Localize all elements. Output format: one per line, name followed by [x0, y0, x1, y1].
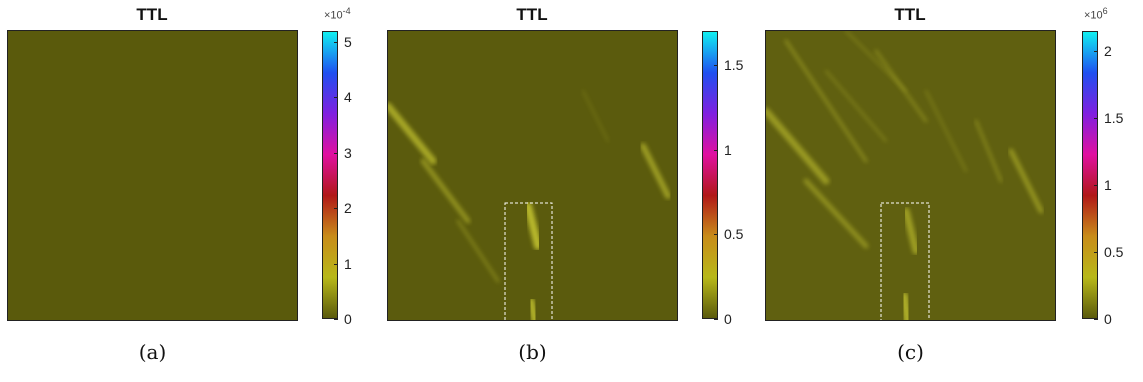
colorbar-exponent-base: ×10 [324, 9, 343, 22]
bright-streak [640, 143, 671, 199]
panel-title: TTL [136, 5, 168, 24]
bright-streak [845, 31, 907, 92]
highlight-box [504, 202, 553, 320]
colorbar-tick-label: 1 [344, 256, 352, 272]
colorbar-exponent: ×10-4 [324, 6, 351, 22]
colorbar-tick-mark [334, 97, 338, 98]
heatmap-image [765, 30, 1056, 321]
colorbar-tick-label: 0.5 [1104, 244, 1124, 260]
colorbar-tick-label: 3 [344, 145, 352, 161]
colorbar-tick-mark [334, 42, 338, 43]
colorbar-tick-label: 0 [344, 311, 352, 327]
bright-streak [766, 107, 830, 185]
colorbar-tick-label: 0 [724, 311, 732, 327]
colorbar [322, 31, 338, 319]
colorbar-tick-mark [1094, 118, 1098, 119]
bright-streak [784, 39, 868, 163]
heatmap-image [7, 30, 298, 321]
bright-streak [902, 207, 920, 255]
colorbar-tick-label: 2 [344, 200, 352, 216]
colorbar-tick-label: 2 [1104, 43, 1112, 59]
bright-streak [456, 219, 500, 283]
colorbar-tick-mark [1094, 319, 1098, 320]
colorbar-tick-label: 5 [344, 34, 352, 50]
highlight-box [880, 202, 930, 320]
colorbar-exponent-power: -4 [342, 6, 351, 16]
bright-streak [388, 102, 437, 165]
colorbar-tick-label: 1 [724, 142, 732, 158]
colorbar-tick-mark [334, 208, 338, 209]
bright-streak [974, 119, 1003, 183]
panel-title: TTL [516, 5, 548, 24]
colorbar-tick-label: 1 [1104, 177, 1112, 193]
colorbar-tick-mark [1094, 51, 1098, 52]
colorbar-tick-mark [714, 319, 718, 320]
bright-streak [524, 202, 542, 250]
colorbar-tick-mark [1094, 185, 1098, 186]
subfigure-label: (c) [897, 340, 924, 364]
bright-streak [1008, 148, 1044, 214]
colorbar-tick-label: 1.5 [724, 57, 744, 73]
bright-streak [900, 292, 912, 320]
bright-streak [803, 178, 869, 249]
subfigure-label: (b) [518, 340, 547, 364]
colorbar-tick-label: 1.5 [1104, 110, 1124, 126]
colorbar [1082, 31, 1098, 319]
panel-title: TTL [894, 5, 926, 24]
colorbar-tick-label: 4 [344, 89, 352, 105]
heatmap-image [387, 30, 678, 321]
colorbar-tick-mark [334, 264, 338, 265]
subfigure-label: (a) [138, 340, 167, 364]
bright-streak [420, 158, 471, 224]
colorbar-tick-label: 0.5 [724, 226, 744, 242]
bright-streak [825, 70, 887, 142]
colorbar-tick-mark [714, 150, 718, 151]
bright-streak [582, 90, 609, 142]
colorbar [702, 31, 718, 319]
colorbar-tick-mark [714, 234, 718, 235]
colorbar-tick-mark [1094, 252, 1098, 253]
bright-streak [527, 297, 539, 320]
colorbar-tick-mark [714, 65, 718, 66]
colorbar-tick-mark [334, 153, 338, 154]
colorbar-exponent: ×106 [1084, 6, 1108, 22]
colorbar-exponent-power: 6 [1102, 6, 1108, 16]
colorbar-exponent-base: ×10 [1084, 9, 1103, 22]
bright-streak [925, 90, 967, 172]
colorbar-tick-label: 0 [1104, 311, 1112, 327]
colorbar-tick-mark [334, 319, 338, 320]
